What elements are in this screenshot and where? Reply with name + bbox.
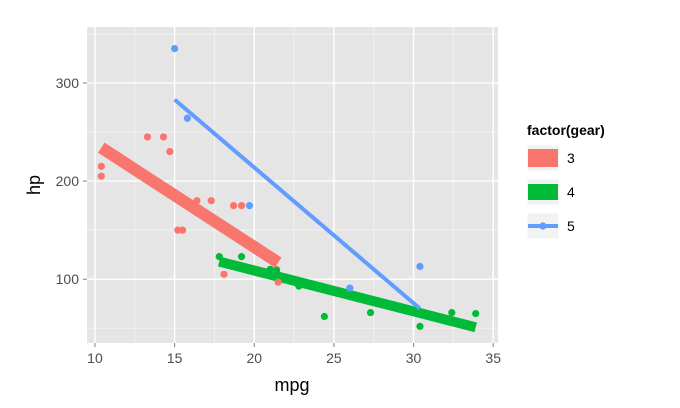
point-gear-5 — [171, 44, 179, 53]
x-tick-label: 15 — [167, 350, 183, 366]
point-gear-3 — [178, 226, 187, 234]
trend-line-gear-3 — [98, 142, 282, 268]
legend-label-5: 5 — [567, 218, 575, 234]
legend: factor(gear) 3 4 5 — [526, 122, 605, 240]
point-gear-4 — [237, 253, 246, 261]
x-axis: 10 15 20 25 30 35 — [87, 343, 501, 366]
point-gear-4 — [448, 308, 456, 317]
legend-title: factor(gear) — [527, 122, 605, 138]
legend-item-4: 4 — [526, 178, 575, 206]
y-tick-label: 200 — [56, 173, 80, 189]
point-gear-3 — [97, 162, 105, 170]
grid-minor — [87, 27, 498, 343]
point-gear-3 — [143, 133, 152, 141]
trend-line-gear-5 — [173, 98, 422, 311]
legend-keys: 3 4 5 — [526, 144, 575, 240]
point-gear-4 — [272, 266, 281, 274]
y-tick-label: 300 — [56, 75, 80, 91]
x-tick-label: 25 — [326, 350, 342, 366]
point-gear-4 — [295, 280, 303, 288]
legend-point-5 — [539, 222, 547, 230]
point-gear-5 — [416, 262, 424, 271]
legend-label-4: 4 — [567, 184, 575, 200]
point-gear-4 — [366, 308, 375, 317]
point-gear-3 — [207, 197, 215, 205]
legend-label-3: 3 — [567, 150, 575, 166]
point-gear-3 — [220, 270, 228, 278]
x-tick-label: 20 — [246, 350, 262, 366]
point-gear-3 — [229, 202, 238, 210]
y-tick-label: 100 — [56, 271, 80, 287]
legend-swatch-4 — [528, 184, 558, 200]
point-gear-4 — [266, 265, 274, 273]
legend-swatch-3 — [528, 149, 558, 167]
point-gear-3 — [237, 202, 246, 210]
point-gear-3 — [159, 133, 168, 141]
point-gear-4 — [320, 312, 328, 321]
point-gear-3 — [97, 172, 105, 180]
x-axis-title: mpg — [274, 375, 309, 395]
y-axis-title: hp — [24, 175, 44, 195]
point-gear-3 — [274, 278, 282, 286]
grid-major — [87, 27, 498, 343]
point-gear-3 — [166, 148, 174, 156]
legend-item-5: 5 — [526, 212, 575, 240]
legend-item-3: 3 — [526, 144, 575, 172]
point-gear-5 — [346, 284, 354, 292]
trend-lines — [98, 98, 477, 333]
y-axis: 100 200 300 — [56, 75, 87, 287]
x-tick-label: 35 — [485, 350, 501, 366]
point-gear-5 — [245, 202, 254, 210]
point-gear-5 — [183, 114, 191, 122]
point-gear-4 — [416, 322, 424, 330]
trend-line-gear-4 — [217, 256, 477, 333]
point-gear-3 — [193, 197, 201, 205]
x-tick-label: 10 — [87, 350, 103, 366]
point-gear-4 — [472, 309, 480, 318]
point-gear-4 — [215, 253, 223, 261]
x-tick-label: 30 — [406, 350, 422, 366]
data-points — [97, 44, 480, 330]
